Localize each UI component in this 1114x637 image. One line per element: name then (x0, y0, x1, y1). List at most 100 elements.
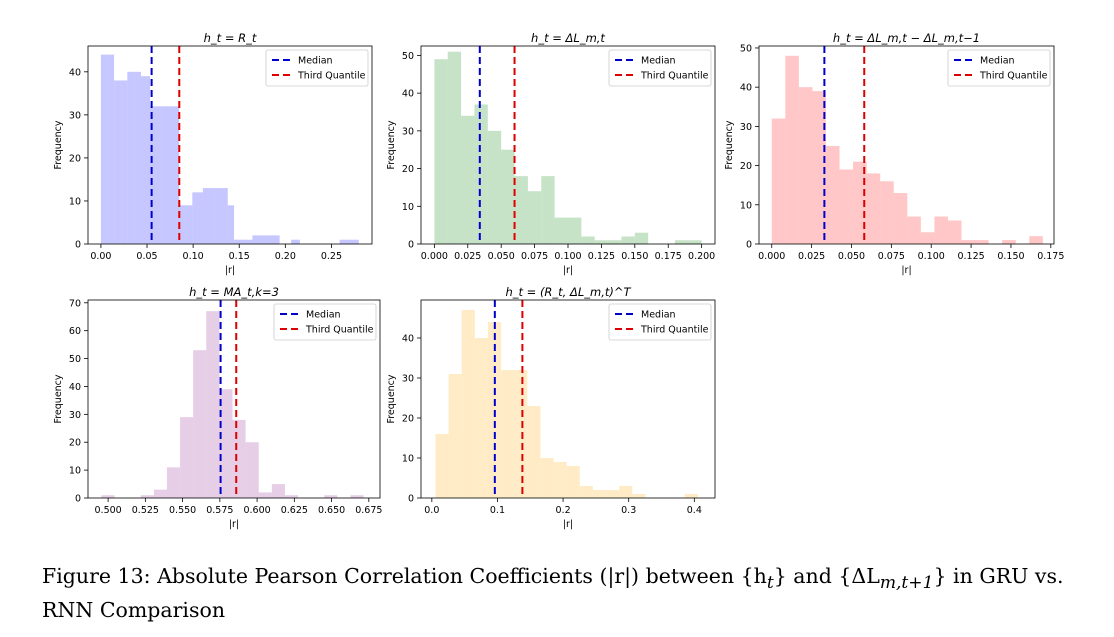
x-tick-label: 0.00 (90, 251, 111, 262)
caption-sub-t: t (766, 573, 774, 594)
histogram-bar (947, 220, 962, 244)
histogram-bar (339, 239, 349, 244)
x-axis-label: |r| (563, 265, 573, 276)
x-tick-label: 0.100 (918, 251, 945, 262)
x-tick-label: 0.0 (424, 505, 439, 516)
y-tick-label: 10 (69, 196, 81, 207)
chart-title: h_t = R_t (204, 31, 257, 45)
histogram-bar (961, 240, 976, 244)
histogram-bar (688, 240, 702, 244)
histogram-bar (150, 106, 162, 245)
chart-panel-3: 0.000 0.025 0.050 0.075 0.100 0.125 0.150 0.175… (724, 31, 1064, 276)
histogram-bar (684, 494, 698, 498)
x-axis-label: |r| (563, 519, 573, 530)
x-tick-label: 0.25 (321, 251, 342, 262)
histogram-bar (140, 76, 151, 244)
x-tick-label: 0.125 (957, 251, 984, 262)
histogram-bar (324, 495, 338, 498)
y-tick-label: 30 (69, 110, 81, 121)
histogram-bar (127, 71, 135, 245)
histogram-bar (121, 80, 128, 244)
y-tick-label: 40 (402, 334, 414, 345)
histogram-bar (608, 240, 622, 244)
histogram-bar (619, 486, 633, 498)
histogram-bar (785, 55, 799, 245)
histogram-bar (1029, 236, 1043, 244)
y-tick-label: 20 (402, 414, 414, 425)
histogram-bar (447, 51, 462, 245)
y-tick-label: 0 (75, 494, 81, 505)
histogram-bar (348, 239, 359, 244)
x-tick-label: 0.575 (206, 505, 233, 516)
histogram-bar (227, 205, 235, 244)
x-tick-label: 0.050 (838, 251, 865, 262)
y-tick-label: 40 (69, 382, 81, 393)
histogram-bar (107, 54, 115, 244)
histogram-bar (140, 495, 154, 498)
y-tick-label: 0 (408, 494, 414, 505)
x-tick-label: 0.075 (878, 251, 905, 262)
histogram-bar (474, 338, 488, 498)
histogram-bar (934, 216, 948, 244)
legend-third-quantile-label: Third Quantile (640, 71, 709, 82)
histogram-bar (581, 236, 595, 244)
histogram-bar (674, 240, 689, 244)
histogram-bar (975, 240, 989, 244)
histogram-bar (114, 80, 122, 244)
histogram-bar (920, 232, 935, 244)
y-tick-label: 50 (69, 354, 81, 365)
histogram-bar (134, 71, 141, 245)
x-tick-label: 0.025 (798, 251, 825, 262)
x-tick-label: 0.3 (621, 505, 636, 516)
x-tick-label: 0.150 (621, 251, 648, 262)
histogram-bar (771, 118, 786, 244)
x-tick-label: 0.000 (421, 251, 448, 262)
histogram-bar (839, 169, 854, 244)
y-tick-label: 30 (402, 374, 414, 385)
histogram-bar (193, 350, 207, 498)
x-tick-label: 0.000 (758, 251, 785, 262)
x-tick-label: 0.05 (136, 251, 157, 262)
histogram-bar (866, 173, 881, 244)
chart-panel-5: 0.0 0.1 0.2 0.3 0.4 0 10 20 30 40 |r| Frequency h_t … (386, 285, 716, 530)
legend-median-label: Median (298, 56, 333, 67)
y-tick-label: 20 (69, 438, 81, 449)
histogram-bar (291, 239, 300, 244)
x-tick-label: 0.500 (95, 505, 122, 516)
y-tick-label: 0 (75, 240, 81, 251)
histogram-bar (880, 181, 894, 244)
histogram-bar (632, 494, 646, 498)
x-tick-label: 0.10 (183, 251, 204, 262)
histogram-bar (568, 217, 582, 244)
x-tick-label: 0.650 (318, 505, 345, 516)
y-tick-label: 10 (402, 202, 414, 213)
histogram-bar (219, 389, 233, 498)
chart-panel-2: 0.000 0.025 0.050 0.075 0.100 0.125 0.150 0.175… (386, 31, 716, 276)
caption-text-3: } in GRU vs. RNN Comparison (42, 564, 1064, 623)
histogram-bar (202, 188, 215, 244)
x-axis-label: |r| (225, 265, 235, 276)
histogram-bar (245, 442, 259, 498)
y-tick-label: 70 (69, 298, 81, 309)
histogram-bar (214, 188, 228, 244)
legend-box (947, 49, 1051, 87)
y-tick-label: 50 (402, 51, 414, 62)
histogram-bar (1002, 240, 1016, 244)
legend-third-quantile-label: Third Quantile (297, 71, 366, 82)
y-tick-label: 20 (740, 161, 752, 172)
x-tick-label: 0.675 (355, 505, 382, 516)
x-tick-label: 0.600 (243, 505, 270, 516)
histogram-bar (474, 104, 488, 244)
caption-label: Figure 13: (42, 564, 151, 588)
histogram-bar (812, 91, 826, 244)
y-tick-label: 30 (740, 122, 752, 133)
chart-panel-4: 0.500 0.525 0.550 0.575 0.600 0.625 0.650 0.675… (53, 285, 382, 530)
y-tick-label: 30 (69, 410, 81, 421)
legend: Median Third Quantile (947, 49, 1051, 87)
histogram-bar (553, 462, 567, 498)
histogram-bar (621, 236, 635, 244)
histogram-bar (798, 87, 813, 244)
y-tick-label: 10 (402, 454, 414, 465)
y-tick-label: 40 (740, 83, 752, 94)
chart-title: h_t = ΔL_m,t (531, 31, 605, 45)
